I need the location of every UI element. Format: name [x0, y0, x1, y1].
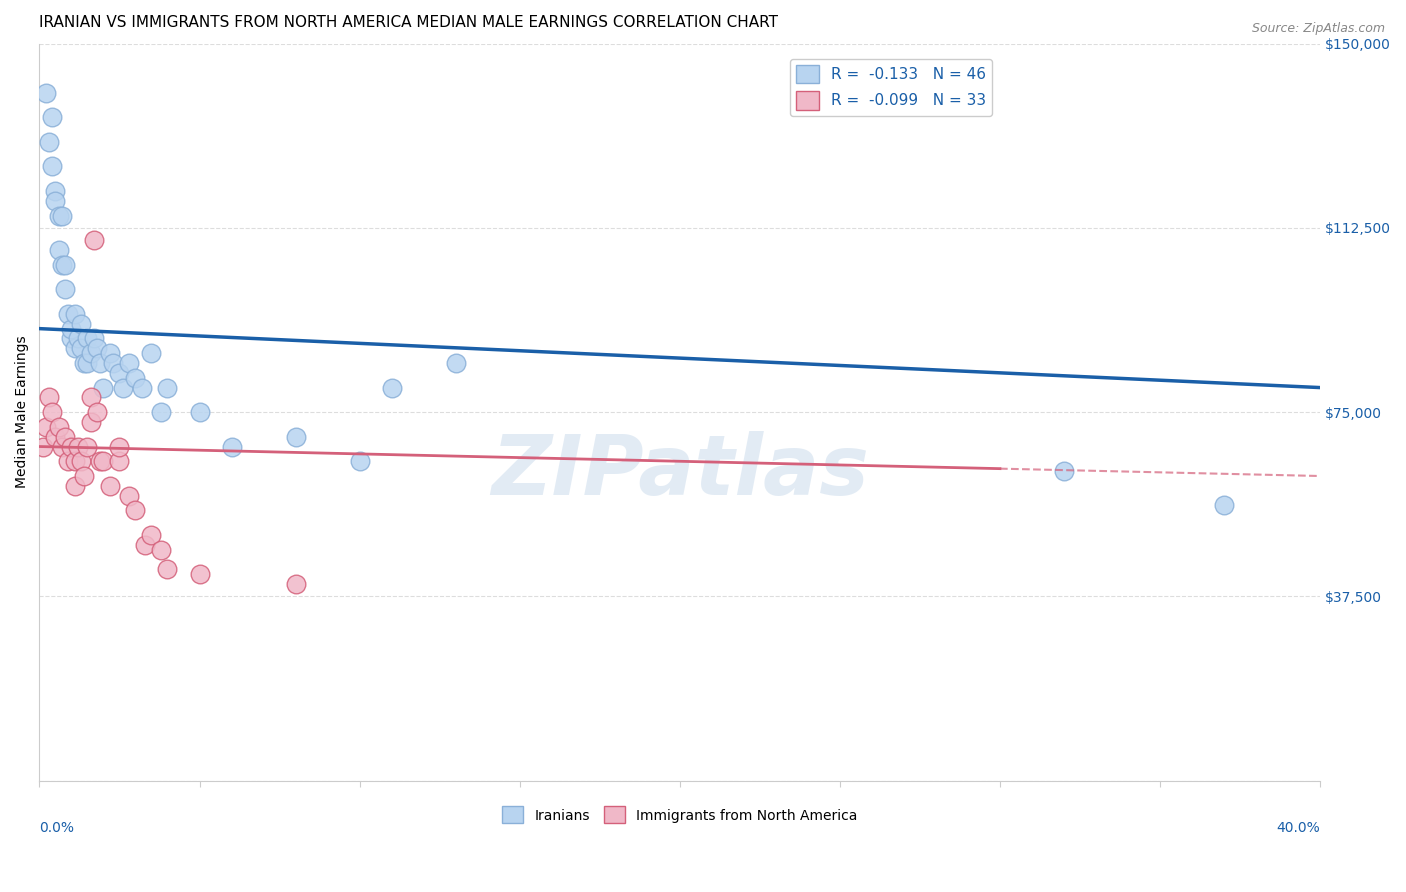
Point [101, 356, 124, 370]
Point [44, 430, 66, 444]
Point [31, 440, 53, 454]
Point [124, 503, 146, 517]
Point [124, 370, 146, 384]
Point [63, 307, 86, 321]
Point [86, 405, 108, 419]
Text: Source: ZipAtlas.com: Source: ZipAtlas.com [1251, 22, 1385, 36]
Point [41, 111, 63, 125]
Point [134, 538, 156, 552]
Text: 0.0%: 0.0% [39, 822, 75, 835]
Point [118, 356, 141, 370]
Point [63, 479, 86, 493]
Point [76, 356, 98, 370]
Text: 40.0%: 40.0% [1277, 822, 1320, 835]
Point [150, 542, 173, 557]
Point [48, 243, 70, 257]
Point [381, 381, 404, 395]
Point [98, 346, 121, 360]
Point [70, 317, 93, 331]
Point [35, 86, 58, 100]
Point [60, 321, 83, 335]
Y-axis label: Median Male Earnings: Median Male Earnings [15, 335, 30, 489]
Text: IRANIAN VS IMMIGRANTS FROM NORTH AMERICA MEDIAN MALE EARNINGS CORRELATION CHART: IRANIAN VS IMMIGRANTS FROM NORTH AMERICA… [39, 15, 779, 30]
Point [188, 405, 211, 419]
Point [79, 391, 101, 405]
Point [89, 454, 111, 468]
Point [51, 209, 73, 223]
Point [284, 430, 307, 444]
Point [63, 341, 86, 355]
Point [156, 562, 179, 576]
Point [66, 440, 89, 454]
Point [76, 440, 98, 454]
Point [108, 440, 131, 454]
Point [41, 405, 63, 419]
Point [48, 420, 70, 434]
Point [53, 430, 76, 444]
Point [51, 440, 73, 454]
Point [53, 258, 76, 272]
Point [156, 381, 179, 395]
Point [63, 454, 86, 468]
Point [66, 331, 89, 345]
Point [98, 479, 121, 493]
Point [93, 454, 115, 468]
Text: ZIPatlas: ZIPatlas [491, 431, 869, 512]
Point [1213, 499, 1236, 513]
Point [108, 454, 131, 468]
Point [70, 341, 93, 355]
Point [221, 440, 243, 454]
Point [73, 356, 96, 370]
Point [44, 194, 66, 208]
Point [89, 356, 111, 370]
Point [79, 415, 101, 429]
Point [150, 405, 173, 419]
Point [141, 346, 163, 360]
Point [60, 331, 83, 345]
Point [188, 567, 211, 582]
Point [131, 381, 153, 395]
Point [41, 160, 63, 174]
Point [38, 391, 60, 405]
Point [141, 528, 163, 542]
Point [51, 258, 73, 272]
Point [108, 366, 131, 380]
Point [48, 209, 70, 223]
Point [111, 381, 134, 395]
Point [53, 282, 76, 296]
Point [35, 420, 58, 434]
Point [284, 577, 307, 591]
Point [58, 307, 80, 321]
Point [349, 454, 371, 468]
Point [58, 454, 80, 468]
Point [444, 356, 467, 370]
Point [76, 331, 98, 345]
Point [83, 233, 105, 247]
Point [60, 440, 83, 454]
Point [83, 331, 105, 345]
Point [118, 489, 141, 503]
Point [1053, 464, 1076, 478]
Point [73, 469, 96, 483]
Point [93, 381, 115, 395]
Point [86, 341, 108, 355]
Point [79, 346, 101, 360]
Legend: Iranians, Immigrants from North America: Iranians, Immigrants from North America [496, 801, 863, 829]
Point [70, 454, 93, 468]
Point [44, 184, 66, 198]
Point [38, 135, 60, 149]
